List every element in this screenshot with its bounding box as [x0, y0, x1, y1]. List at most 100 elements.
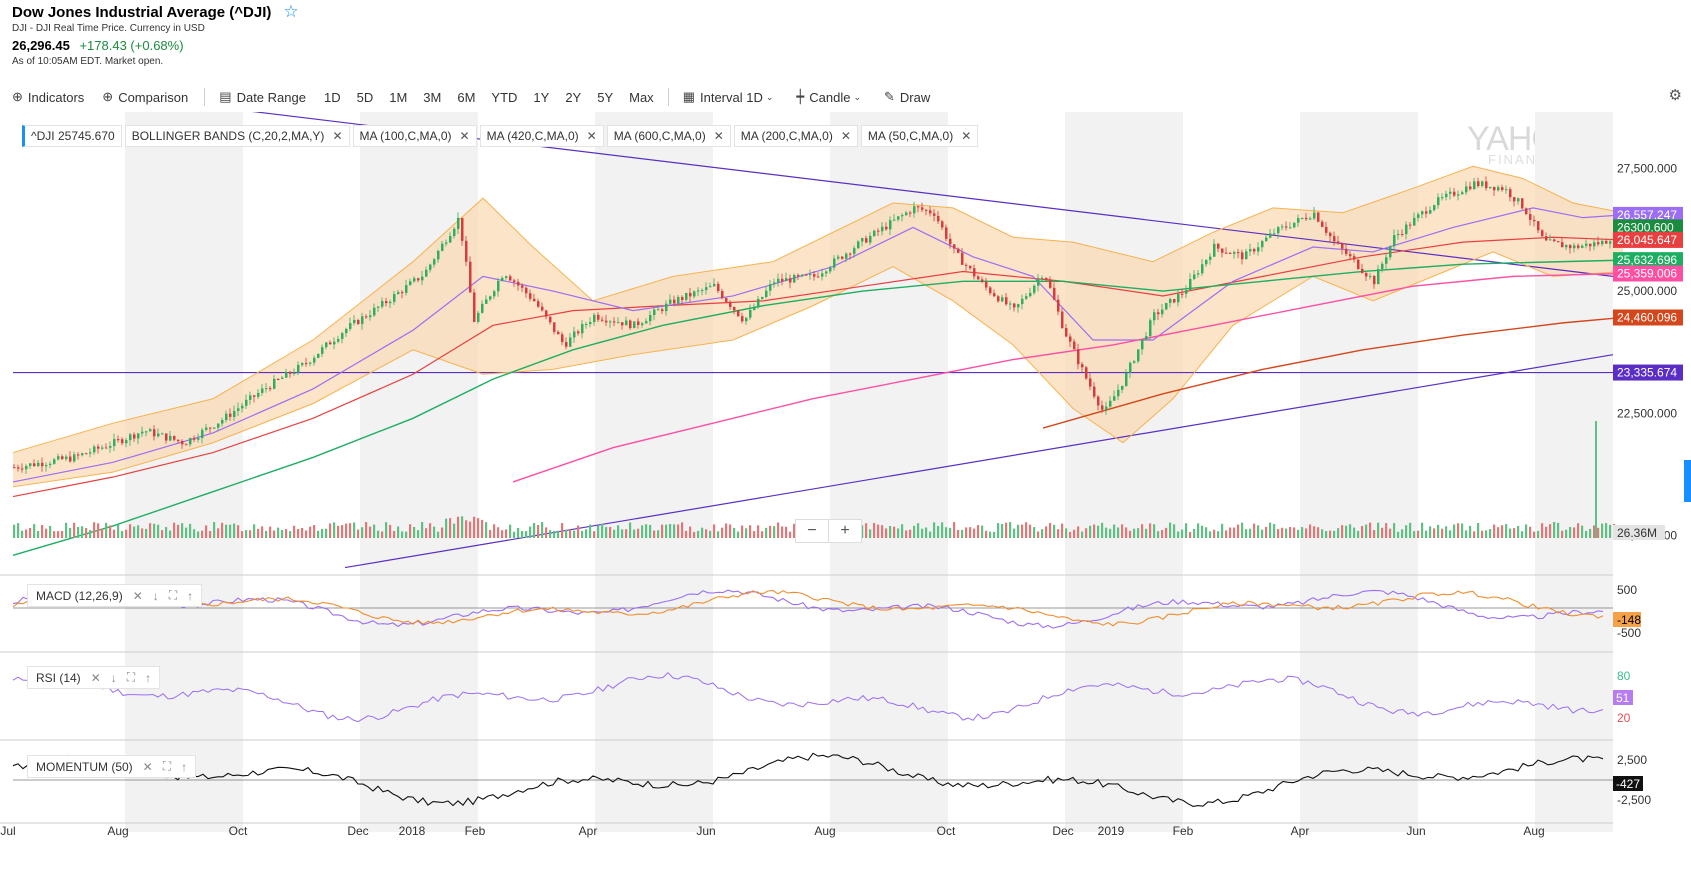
- volume-bar: [141, 528, 144, 538]
- candle-body: [1245, 251, 1248, 260]
- volume-bar: [1337, 528, 1340, 538]
- expand-icon[interactable]: ⛶: [162, 759, 172, 773]
- close-icon[interactable]: ✕: [90, 670, 101, 685]
- candle-body: [821, 273, 824, 277]
- comparison-button[interactable]: ⊕ Comparison: [102, 89, 189, 105]
- zoom-out-button[interactable]: −: [807, 522, 817, 539]
- close-icon[interactable]: ✕: [142, 759, 153, 774]
- volume-bar: [549, 530, 552, 538]
- volume-bar: [1565, 529, 1568, 538]
- range-1m[interactable]: 1M: [389, 89, 408, 105]
- volume-bar: [1089, 525, 1092, 538]
- candle-body: [1437, 197, 1440, 206]
- legend-ma100[interactable]: MA (100,C,MA,0) ✕: [352, 125, 477, 147]
- interval-dropdown[interactable]: ▦ Interval 1D ⌄: [682, 89, 774, 105]
- candle-body: [1193, 274, 1196, 279]
- close-icon[interactable]: ✕: [840, 129, 851, 143]
- chart-canvas[interactable]: 27,500.00025,000.00022,500.00020,000.000…: [0, 112, 1691, 852]
- arrow-up-icon[interactable]: ↑: [181, 759, 188, 774]
- candle-body: [889, 220, 892, 230]
- legend-bollinger[interactable]: BOLLINGER BANDS (C,20,2,MA,Y) ✕: [124, 125, 350, 147]
- indicator-legend: ^DJI 25745.670 BOLLINGER BANDS (C,20,2,M…: [22, 125, 981, 147]
- volume-bar: [169, 530, 172, 538]
- zoom-in-button[interactable]: +: [828, 520, 861, 542]
- scroll-handle[interactable]: [1684, 460, 1691, 502]
- close-icon[interactable]: ✕: [459, 129, 470, 143]
- candle-body: [1181, 293, 1184, 295]
- volume-bar: [1385, 523, 1388, 538]
- close-icon[interactable]: ✕: [961, 129, 972, 143]
- candle-body: [1069, 336, 1072, 342]
- gear-icon[interactable]: ⚙: [1668, 87, 1682, 104]
- rsi-panel-label[interactable]: RSI (14) ✕ ↓ ⛶ ↑: [27, 666, 161, 689]
- range-1y[interactable]: 1Y: [533, 89, 550, 105]
- macd-panel-label[interactable]: MACD (12,26,9) ✕ ↓ ⛶ ↑: [27, 584, 203, 607]
- legend-symbol[interactable]: ^DJI 25745.670: [22, 125, 122, 147]
- candle-body: [1113, 396, 1116, 401]
- arrow-up-icon[interactable]: ↑: [187, 588, 194, 603]
- volume-bar: [621, 529, 624, 538]
- volume-bar: [525, 531, 528, 538]
- chart-type-dropdown[interactable]: ┿ Candle ⌄: [796, 89, 861, 105]
- volume-bar: [1129, 530, 1132, 538]
- volume-bar: [57, 531, 60, 538]
- rsi-value: 51: [1616, 691, 1630, 705]
- volume-bar: [949, 527, 952, 538]
- expand-icon[interactable]: ⛶: [168, 588, 178, 602]
- range-3m[interactable]: 3M: [423, 89, 442, 105]
- arrow-down-icon[interactable]: ↓: [110, 670, 117, 685]
- volume-bar: [405, 531, 408, 538]
- volume-bar: [429, 523, 432, 538]
- range-max[interactable]: Max: [629, 89, 654, 105]
- close-icon[interactable]: ✕: [132, 588, 143, 603]
- volume-bar: [965, 527, 968, 538]
- volume-bar: [93, 522, 96, 538]
- date-range-button[interactable]: ▤ Date Range: [219, 89, 306, 105]
- star-icon[interactable]: ☆: [283, 2, 299, 21]
- volume-bar: [1541, 523, 1544, 538]
- price-tag: [1613, 265, 1683, 282]
- candle-body: [1601, 240, 1604, 245]
- legend-ma200[interactable]: MA (200,C,MA,0) ✕: [733, 125, 858, 147]
- range-2y[interactable]: 2Y: [565, 89, 582, 105]
- range-ytd[interactable]: YTD: [491, 89, 518, 105]
- range-6m[interactable]: 6M: [457, 89, 476, 105]
- bollinger-band-fill: [13, 166, 1623, 487]
- volume-bar: [553, 530, 556, 538]
- volume-bar: [1157, 531, 1160, 538]
- volume-bar: [1489, 529, 1492, 538]
- candle-body: [1109, 400, 1112, 407]
- volume-bar: [281, 530, 284, 538]
- close-icon[interactable]: ✕: [713, 129, 724, 143]
- candle-body: [33, 463, 36, 467]
- candle-body: [1265, 237, 1268, 242]
- candle-body: [29, 463, 32, 466]
- range-5y[interactable]: 5Y: [597, 89, 614, 105]
- candle-body: [513, 280, 516, 282]
- candle-body: [1393, 235, 1396, 247]
- candle-body: [1257, 247, 1260, 252]
- volume-bar: [1513, 528, 1516, 538]
- candle-body: [1041, 277, 1044, 280]
- expand-icon[interactable]: ⛶: [126, 670, 136, 684]
- candle-body: [361, 316, 364, 325]
- candle-body: [861, 238, 864, 242]
- indicators-button[interactable]: ⊕ Indicators: [12, 89, 85, 105]
- arrow-down-icon[interactable]: ↓: [152, 588, 159, 603]
- candle-body: [145, 431, 148, 433]
- close-icon[interactable]: ✕: [586, 129, 597, 143]
- legend-ma50[interactable]: MA (50,C,MA,0) ✕: [860, 125, 979, 147]
- draw-button[interactable]: ✎ Draw: [884, 89, 931, 105]
- arrow-up-icon[interactable]: ↑: [145, 670, 152, 685]
- legend-ma420[interactable]: MA (420,C,MA,0) ✕: [479, 125, 604, 147]
- range-5d[interactable]: 5D: [356, 89, 374, 105]
- candle-body: [581, 324, 584, 334]
- range-1d[interactable]: 1D: [323, 89, 341, 105]
- legend-ma600[interactable]: MA (600,C,MA,0) ✕: [606, 125, 731, 147]
- price-tag-label: 26,045.647: [1617, 233, 1677, 247]
- close-icon[interactable]: ✕: [332, 129, 343, 143]
- candle-body: [1441, 197, 1444, 199]
- macd-line: [12, 589, 1604, 629]
- candle-body: [757, 298, 760, 308]
- momentum-panel-label[interactable]: MOMENTUM (50) ✕ ⛶ ↑: [27, 755, 197, 778]
